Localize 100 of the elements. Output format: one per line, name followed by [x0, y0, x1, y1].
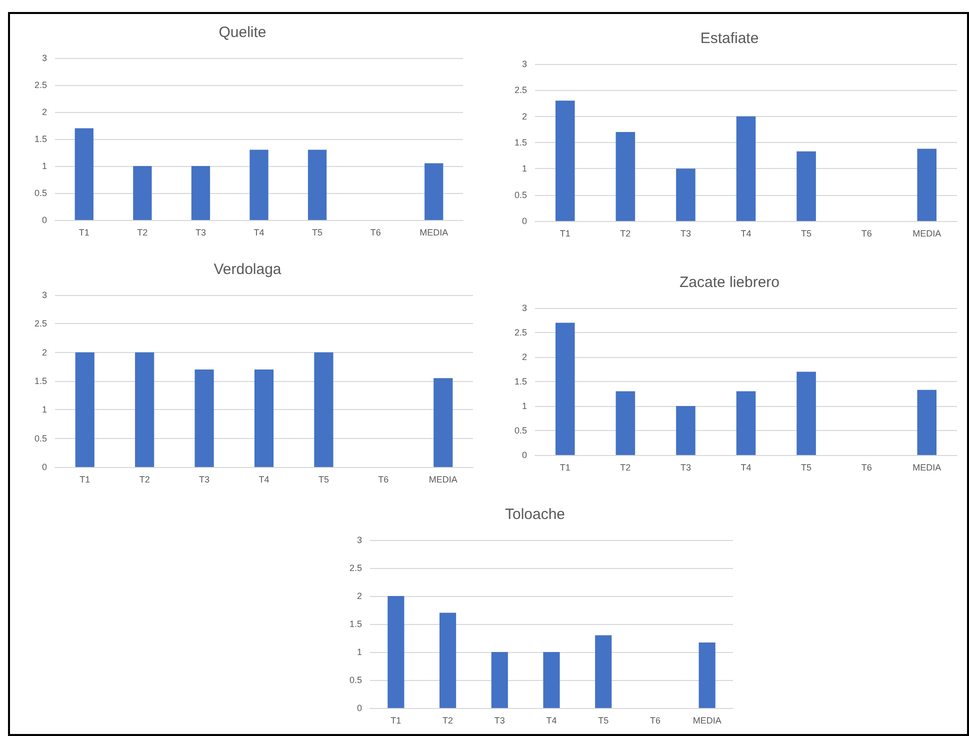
y-tick-label: 1.5	[514, 376, 527, 386]
bar	[388, 596, 404, 708]
x-tick-label: T3	[680, 462, 691, 472]
y-tick-label: 0.5	[34, 433, 47, 444]
chart-title: Quelite	[218, 24, 266, 41]
chart-title: Toloache	[504, 506, 566, 523]
bar	[555, 100, 575, 221]
chart-title: Zacate liebrero	[679, 274, 780, 291]
x-tick-label: T6	[861, 228, 872, 238]
y-tick-label: 1.5	[514, 138, 527, 148]
x-tick-label: T5	[598, 716, 609, 726]
y-tick-label: 3	[522, 59, 527, 69]
y-tick-label: 2	[522, 352, 527, 362]
y-tick-label: 0	[522, 216, 527, 226]
x-tick-label: T3	[494, 716, 505, 726]
chart-title: Verdolaga	[214, 261, 282, 278]
bar	[194, 370, 214, 467]
y-tick-label: 3	[522, 303, 527, 313]
x-tick-label: T2	[620, 462, 631, 472]
bar	[74, 128, 94, 220]
y-tick-label: 1.5	[349, 619, 362, 629]
x-tick-label: T6	[861, 462, 872, 472]
y-tick-label: 1	[42, 404, 47, 415]
x-tick-label: T5	[801, 462, 812, 472]
x-tick-label: T5	[312, 228, 323, 238]
bar	[736, 116, 756, 221]
bar	[917, 390, 937, 455]
x-tick-label: T1	[560, 462, 570, 472]
y-tick-label: 0.5	[514, 190, 527, 200]
bar	[314, 352, 334, 467]
y-tick-label: 0.5	[349, 675, 362, 685]
bar	[676, 168, 696, 221]
y-tick-label: 0.5	[514, 426, 527, 436]
x-tick-label: T4	[258, 474, 270, 484]
x-tick-label: T1	[560, 228, 570, 238]
x-tick-label: T6	[650, 716, 660, 726]
y-tick-label: 2.5	[514, 85, 527, 96]
x-tick-label: T2	[442, 716, 454, 726]
y-tick-label: 1	[42, 161, 47, 171]
bar	[491, 652, 508, 708]
bar	[796, 151, 816, 221]
bar	[736, 391, 756, 455]
x-tick-label: T5	[318, 474, 329, 484]
bar	[135, 352, 154, 467]
y-tick-label: 2.5	[349, 563, 362, 573]
x-tick-label: MEDIA	[912, 462, 942, 472]
bar	[555, 322, 575, 455]
x-tick-label: T4	[546, 716, 557, 726]
x-tick-label: T2	[139, 474, 150, 484]
x-tick-label: T3	[680, 228, 691, 238]
x-tick-label: T3	[195, 228, 206, 238]
y-tick-label: 2	[42, 347, 47, 358]
bar	[254, 370, 274, 467]
y-tick-label: 2	[522, 111, 527, 122]
bar	[308, 150, 327, 220]
x-tick-label: T6	[370, 228, 381, 238]
x-tick-label: T1	[80, 474, 90, 484]
x-tick-label: T4	[254, 228, 264, 238]
x-tick-label: MEDIA	[912, 228, 942, 238]
bar	[616, 391, 636, 455]
y-tick-label: 1.5	[34, 376, 47, 386]
y-tick-label: 2.5	[514, 328, 527, 338]
x-tick-label: T1	[78, 228, 90, 238]
y-tick-label: 0	[42, 462, 47, 472]
x-tick-label: T1	[390, 716, 402, 726]
bar	[250, 150, 268, 220]
bar	[917, 148, 937, 221]
y-tick-label: 3	[356, 535, 362, 545]
y-tick-label: 2.5	[34, 80, 47, 90]
y-tick-label: 2	[42, 107, 47, 117]
y-tick-label: 0	[356, 703, 362, 713]
bar	[424, 163, 444, 220]
x-tick-label: MEDIA	[420, 228, 448, 238]
x-tick-label: T2	[620, 228, 631, 238]
bar	[75, 352, 94, 467]
chart-title: Estafiate	[700, 30, 759, 47]
bar	[191, 166, 210, 220]
y-tick-label: 3	[42, 53, 47, 63]
x-tick-label: T4	[740, 228, 752, 238]
y-tick-label: 0	[522, 450, 527, 460]
x-tick-label: T4	[740, 462, 752, 472]
bar	[796, 372, 816, 455]
x-tick-label: MEDIA	[428, 474, 458, 484]
x-tick-label: T2	[137, 228, 148, 238]
y-tick-label: 2	[356, 591, 362, 601]
y-tick-label: 1	[522, 401, 527, 411]
x-tick-label: MEDIA	[692, 716, 722, 726]
y-tick-label: 2.5	[34, 318, 47, 329]
y-tick-label: 3	[42, 290, 47, 300]
x-tick-label: T3	[199, 474, 210, 484]
y-tick-label: 0.5	[34, 188, 47, 198]
bar	[543, 652, 560, 708]
y-tick-label: 1	[522, 164, 527, 174]
bar	[676, 406, 696, 455]
bar	[439, 612, 456, 708]
bar	[133, 166, 152, 220]
y-tick-label: 1	[356, 647, 362, 657]
y-tick-label: 1.5	[34, 134, 47, 144]
y-tick-label: 0	[42, 215, 47, 225]
bar	[616, 132, 636, 221]
